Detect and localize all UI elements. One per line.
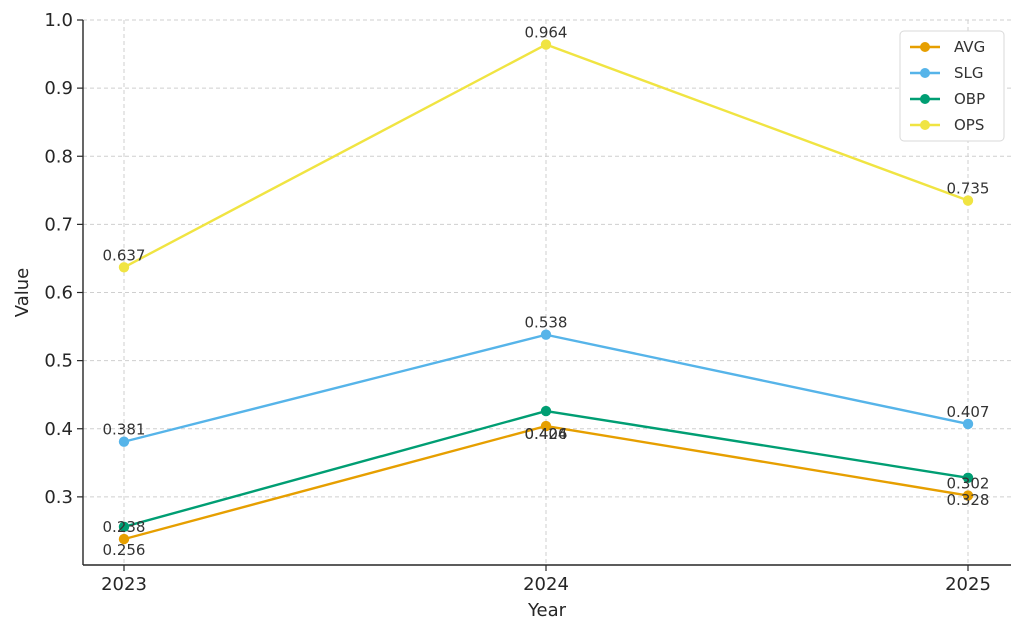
data-point-slg [540, 329, 552, 340]
legend-label: OPS [954, 116, 984, 134]
data-point-ops [962, 195, 974, 206]
legend-label: AVG [954, 38, 985, 56]
series-layer [118, 39, 974, 545]
data-point-obp [540, 405, 552, 417]
legend-swatch-marker [920, 120, 930, 130]
legend-swatch-marker [920, 68, 930, 78]
legend-swatch-marker [920, 42, 930, 52]
data-label-obp: 0.256 [103, 541, 146, 559]
data-label-obp: 0.426 [525, 425, 568, 443]
y-axis-title: Value [12, 268, 33, 317]
legend-item-slg[interactable]: SLG [910, 64, 984, 82]
legend[interactable]: AVG SLG OBP OPS [899, 30, 1005, 142]
data-label-slg: 0.538 [525, 314, 568, 332]
y-tick-label: 0.9 [44, 78, 73, 99]
data-point-ops [118, 262, 130, 273]
data-point-slg [962, 418, 974, 430]
legend-label: SLG [954, 64, 984, 82]
x-tick-label: 2024 [523, 574, 569, 595]
data-label-slg: 0.381 [103, 421, 146, 439]
y-tick-label: 0.6 [44, 283, 73, 304]
data-point-obp [962, 472, 974, 483]
x-tick-label: 2023 [101, 574, 147, 595]
legend-item-obp[interactable]: OBP [910, 90, 985, 108]
data-label-ops: 0.637 [103, 246, 146, 264]
data-label-ops: 0.735 [947, 180, 990, 198]
grid [83, 19, 1011, 565]
x-tick-label: 2025 [945, 574, 991, 595]
data-label-slg: 0.407 [947, 403, 990, 421]
data-label-ops: 0.964 [525, 24, 568, 42]
y-tick-label: 0.3 [44, 487, 73, 508]
y-tick-label: 0.5 [44, 351, 73, 372]
data-point-slg [118, 436, 130, 447]
data-point-ops [540, 39, 552, 50]
legend-box [899, 30, 1005, 142]
data-label-avg: 0.238 [103, 518, 146, 536]
y-tick-label: 1.0 [44, 10, 73, 31]
legend-label: OBP [954, 90, 985, 108]
data-point-obp [118, 521, 130, 533]
y-tick-label: 0.8 [44, 146, 73, 167]
data-label-obp: 0.328 [947, 491, 990, 509]
data-point-avg [540, 420, 552, 432]
data-point-avg [962, 490, 974, 501]
y-tick-label: 0.7 [44, 214, 73, 235]
axes: 0.3 0.4 0.5 0.6 0.7 0.8 0.9 1.0 2023 2024 2025 [44, 10, 1011, 595]
data-label-avg: 0.404 [525, 425, 568, 443]
y-tick-label: 0.4 [44, 419, 73, 440]
legend-swatch-marker [920, 94, 930, 104]
data-label-avg: 0.302 [947, 475, 990, 493]
legend-item-avg[interactable]: AVG [910, 38, 985, 56]
legend-item-ops[interactable]: OPS [910, 116, 984, 134]
data-point-avg [118, 533, 130, 545]
data-labels: 0.238 0.404 0.302 0.381 0.538 0.407 0.256 0.426… [103, 24, 990, 559]
x-axis-title: Year [527, 600, 567, 621]
